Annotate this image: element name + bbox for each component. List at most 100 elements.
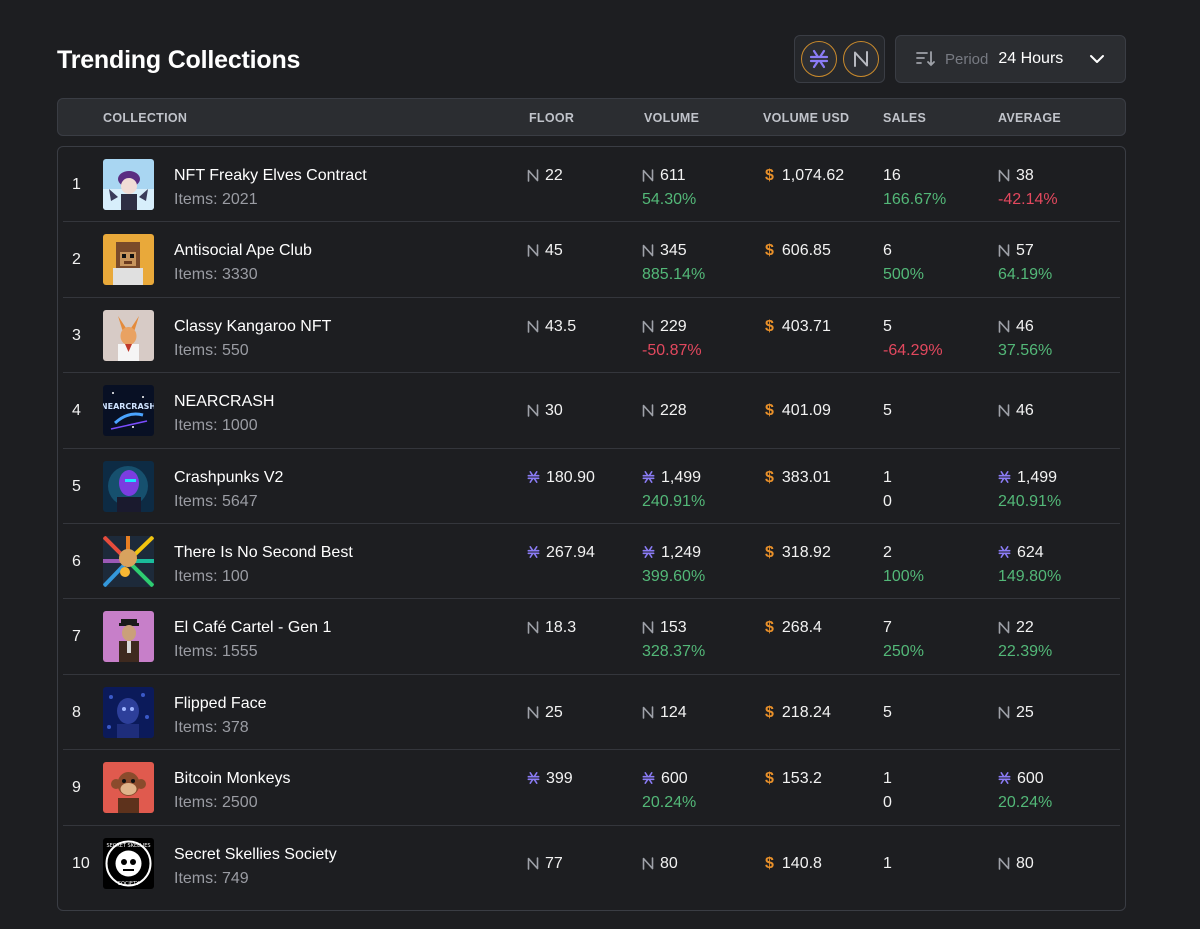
header-floor[interactable]: FLOOR (529, 111, 575, 125)
volume-usd: $218.24 (765, 703, 831, 721)
dollar-icon: $ (765, 167, 774, 184)
floor-price: 180.90 (527, 468, 595, 488)
volume: 1,499 (642, 468, 701, 488)
collection-thumbnail[interactable] (103, 309, 154, 361)
average-change: -42.14% (998, 191, 1058, 208)
collection-thumbnail[interactable] (103, 686, 154, 738)
volume: 600 (642, 769, 688, 789)
average-change: 149.80% (998, 568, 1062, 585)
sort-icon (916, 51, 935, 67)
average-price: 38 (998, 166, 1034, 186)
stacks-icon (998, 470, 1011, 483)
collection-thumbnail[interactable] (103, 234, 154, 286)
table-row[interactable]: 8 Flipped Face Items: 378 25 124 $218.24 5 25 (63, 675, 1120, 751)
table-row[interactable]: 7 El Café Cartel - Gen 1 Items: 1555 18.3 15… (63, 599, 1120, 675)
collection-thumbnail[interactable]: NEARCRASH (103, 385, 154, 437)
collection-thumbnail[interactable] (103, 536, 154, 587)
volume-usd: $383.01 (765, 468, 831, 486)
rank: 9 (72, 779, 81, 797)
header-average[interactable]: AVERAGE (998, 111, 1061, 125)
sales-change: 0 (883, 794, 892, 812)
table-row[interactable]: 4 NEARCRASH NEARCRASH Items: 1000 30 228 $401.… (63, 373, 1120, 449)
volume-change: 20.24% (642, 794, 697, 812)
collection-thumbnail[interactable] (103, 611, 154, 663)
collection-name[interactable]: Secret Skellies Society (174, 845, 337, 863)
volume-usd: $606.85 (765, 242, 831, 260)
dollar-icon: $ (765, 544, 774, 561)
collection-items: Items: 1555 (174, 643, 258, 661)
dollar-icon: $ (765, 242, 774, 260)
header-volume[interactable]: VOLUME (644, 111, 700, 125)
average-change: 37.56% (998, 341, 1053, 359)
near-icon (642, 169, 654, 182)
near-chain-button[interactable] (842, 41, 879, 77)
rank: 4 (72, 402, 81, 420)
near-icon (527, 705, 539, 719)
floor-price: 77 (527, 854, 563, 874)
table-row[interactable]: 6 There Is No Second Best Items: 100 267.94… (63, 524, 1120, 600)
sales-change: 0 (883, 492, 892, 510)
sales-change: 250% (883, 643, 924, 661)
near-icon (998, 621, 1010, 635)
stacks-chain-button[interactable] (800, 41, 837, 77)
header-sales[interactable]: SALES (883, 111, 927, 125)
near-icon (527, 244, 539, 258)
volume-usd: $403.71 (765, 317, 831, 335)
collection-thumbnail[interactable]: SECRET SKELLIES SOCIETY (103, 837, 154, 889)
collection-name[interactable]: Crashpunks V2 (174, 468, 284, 486)
collection-thumbnail[interactable] (103, 159, 154, 210)
collection-thumbnail[interactable] (103, 460, 154, 512)
average-price: 46 (998, 401, 1034, 421)
collection-name[interactable]: There Is No Second Best (174, 544, 353, 561)
stacks-icon (998, 772, 1011, 785)
table-row[interactable]: 1 NFT Freaky Elves Contract Items: 2021 22 6… (63, 147, 1120, 223)
sales: 2 (883, 544, 892, 561)
collection-items: Items: 100 (174, 568, 249, 585)
table-row[interactable]: 9 Bitcoin Monkeys Items: 2500 399 600 20.24% $… (63, 750, 1120, 826)
near-icon (998, 169, 1010, 182)
near-icon (998, 705, 1010, 719)
average-price: 80 (998, 854, 1034, 874)
collection-items: Items: 5647 (174, 492, 258, 510)
collection-name[interactable]: NEARCRASH (174, 393, 275, 411)
stacks-icon (527, 470, 540, 483)
floor-price: 399 (527, 769, 573, 789)
sales-change: 500% (883, 266, 924, 284)
volume-change: -50.87% (642, 341, 702, 359)
table-row[interactable]: 10 SECRET SKELLIES SOCIETY Secret Skellies … (63, 826, 1120, 901)
table-row[interactable]: 3 Classy Kangaroo NFT Items: 550 43.5 229 -50… (63, 298, 1120, 374)
average-price: 600 (998, 769, 1044, 789)
sales: 1 (883, 468, 892, 486)
svg-text:NEARCRASH: NEARCRASH (103, 402, 154, 411)
table-row[interactable]: 5 Crashpunks V2 Items: 5647 180.90 1,499 240.… (63, 449, 1120, 524)
dollar-icon: $ (765, 619, 774, 637)
volume: 1,249 (642, 543, 701, 563)
collection-name[interactable]: Classy Kangaroo NFT (174, 317, 332, 335)
near-icon (642, 856, 654, 870)
stacks-icon (642, 772, 655, 785)
floor-price: 267.94 (527, 543, 595, 563)
volume: 80 (642, 854, 678, 874)
floor-price: 25 (527, 703, 563, 723)
collection-thumbnail[interactable] (103, 762, 154, 814)
collection-name[interactable]: Bitcoin Monkeys (174, 770, 291, 788)
sales: 1 (883, 854, 892, 872)
header-volume-usd[interactable]: VOLUME USD (763, 111, 850, 125)
period-dropdown[interactable]: Period 24 Hours (895, 35, 1126, 83)
volume-change: 54.30% (642, 191, 697, 208)
collections-table: 1 NFT Freaky Elves Contract Items: 2021 22 6… (57, 146, 1126, 911)
collection-name[interactable]: NFT Freaky Elves Contract (174, 167, 367, 184)
dollar-icon: $ (765, 703, 774, 721)
volume: 345 (642, 241, 687, 261)
near-icon (642, 621, 654, 635)
floor-price: 30 (527, 401, 563, 421)
volume: 611 (642, 166, 686, 186)
table-row[interactable]: 2 Antisocial Ape Club Items: 3330 45 345 885.… (63, 222, 1120, 298)
dollar-icon: $ (765, 402, 774, 420)
header-collection[interactable]: COLLECTION (103, 111, 188, 125)
collection-name[interactable]: Flipped Face (174, 694, 267, 712)
collection-name[interactable]: Antisocial Ape Club (174, 242, 312, 260)
collection-name[interactable]: El Café Cartel - Gen 1 (174, 619, 332, 637)
floor-price: 45 (527, 241, 563, 261)
